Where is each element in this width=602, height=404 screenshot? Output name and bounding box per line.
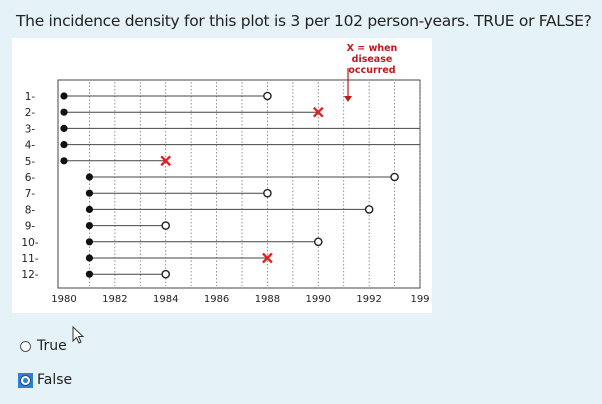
start-dot	[85, 238, 94, 246]
follow-up-chart: 1980 1982 1984 1986 1988 1990 1992 199 X = when d…	[12, 38, 432, 313]
question-text: The incidence density for this plot is 3…	[16, 12, 592, 30]
row-label: 2-	[25, 107, 36, 119]
x-tick-label: 1986	[204, 294, 229, 305]
x-tick-label: 1990	[306, 294, 331, 305]
radio-false[interactable]	[20, 374, 31, 386]
row-label: 9-	[25, 221, 36, 233]
row-label: 3-	[25, 123, 36, 135]
start-dot	[85, 173, 94, 181]
x-tick-label: 1988	[255, 294, 280, 305]
censored-marker	[263, 91, 272, 101]
start-dot	[85, 205, 94, 213]
start-dot	[60, 157, 68, 165]
censored-marker	[161, 269, 171, 279]
option-false-label: False	[37, 372, 73, 388]
legend-text: disease	[352, 54, 393, 65]
option-true-label: True	[37, 338, 67, 354]
legend-text: occurred	[348, 65, 395, 76]
x-tick-label: 199	[410, 294, 429, 305]
row-label: 1-	[25, 91, 36, 103]
row-label: 4-	[25, 140, 36, 152]
start-dot	[85, 189, 94, 197]
legend-arrow-head	[344, 96, 352, 102]
mouse-cursor-icon	[72, 326, 85, 344]
row-label: 12-	[21, 269, 38, 281]
x-tick-label: 1984	[153, 294, 178, 305]
row-label: 6-	[25, 172, 36, 184]
option-true[interactable]: True	[20, 335, 72, 357]
radio-true[interactable]	[20, 340, 31, 352]
disease-x-marker	[160, 155, 172, 167]
start-dot	[85, 222, 94, 230]
start-dot	[60, 108, 68, 116]
row-label: 11-	[21, 253, 38, 265]
censored-marker	[364, 205, 374, 214]
chart-svg: 1980 1982 1984 1986 1988 1990 1992 199 X = whend…	[21, 43, 429, 305]
x-tick-label: 1980	[51, 294, 76, 305]
start-dot	[60, 92, 68, 100]
disease-x-marker	[312, 106, 324, 118]
radio-false-focus	[18, 372, 33, 388]
censored-marker	[263, 188, 272, 198]
row-label: 7-	[25, 188, 36, 200]
start-dot	[60, 124, 68, 132]
legend-text: X = when	[347, 43, 398, 54]
x-tick-label: 1992	[356, 294, 381, 305]
row-label: 8-	[25, 204, 36, 216]
censored-marker	[313, 237, 323, 247]
row-label: 10-	[21, 237, 38, 249]
row-label: 5-	[25, 156, 36, 168]
start-dot	[85, 270, 94, 278]
disease-x-marker	[262, 252, 273, 264]
x-tick-label: 1982	[102, 294, 127, 305]
start-dot	[85, 254, 94, 262]
option-false[interactable]: False	[18, 369, 73, 391]
start-dot	[60, 141, 68, 149]
answer-options: True False	[18, 335, 73, 403]
censored-marker	[161, 221, 171, 230]
plot-frame	[57, 79, 421, 289]
censored-marker	[390, 172, 399, 182]
